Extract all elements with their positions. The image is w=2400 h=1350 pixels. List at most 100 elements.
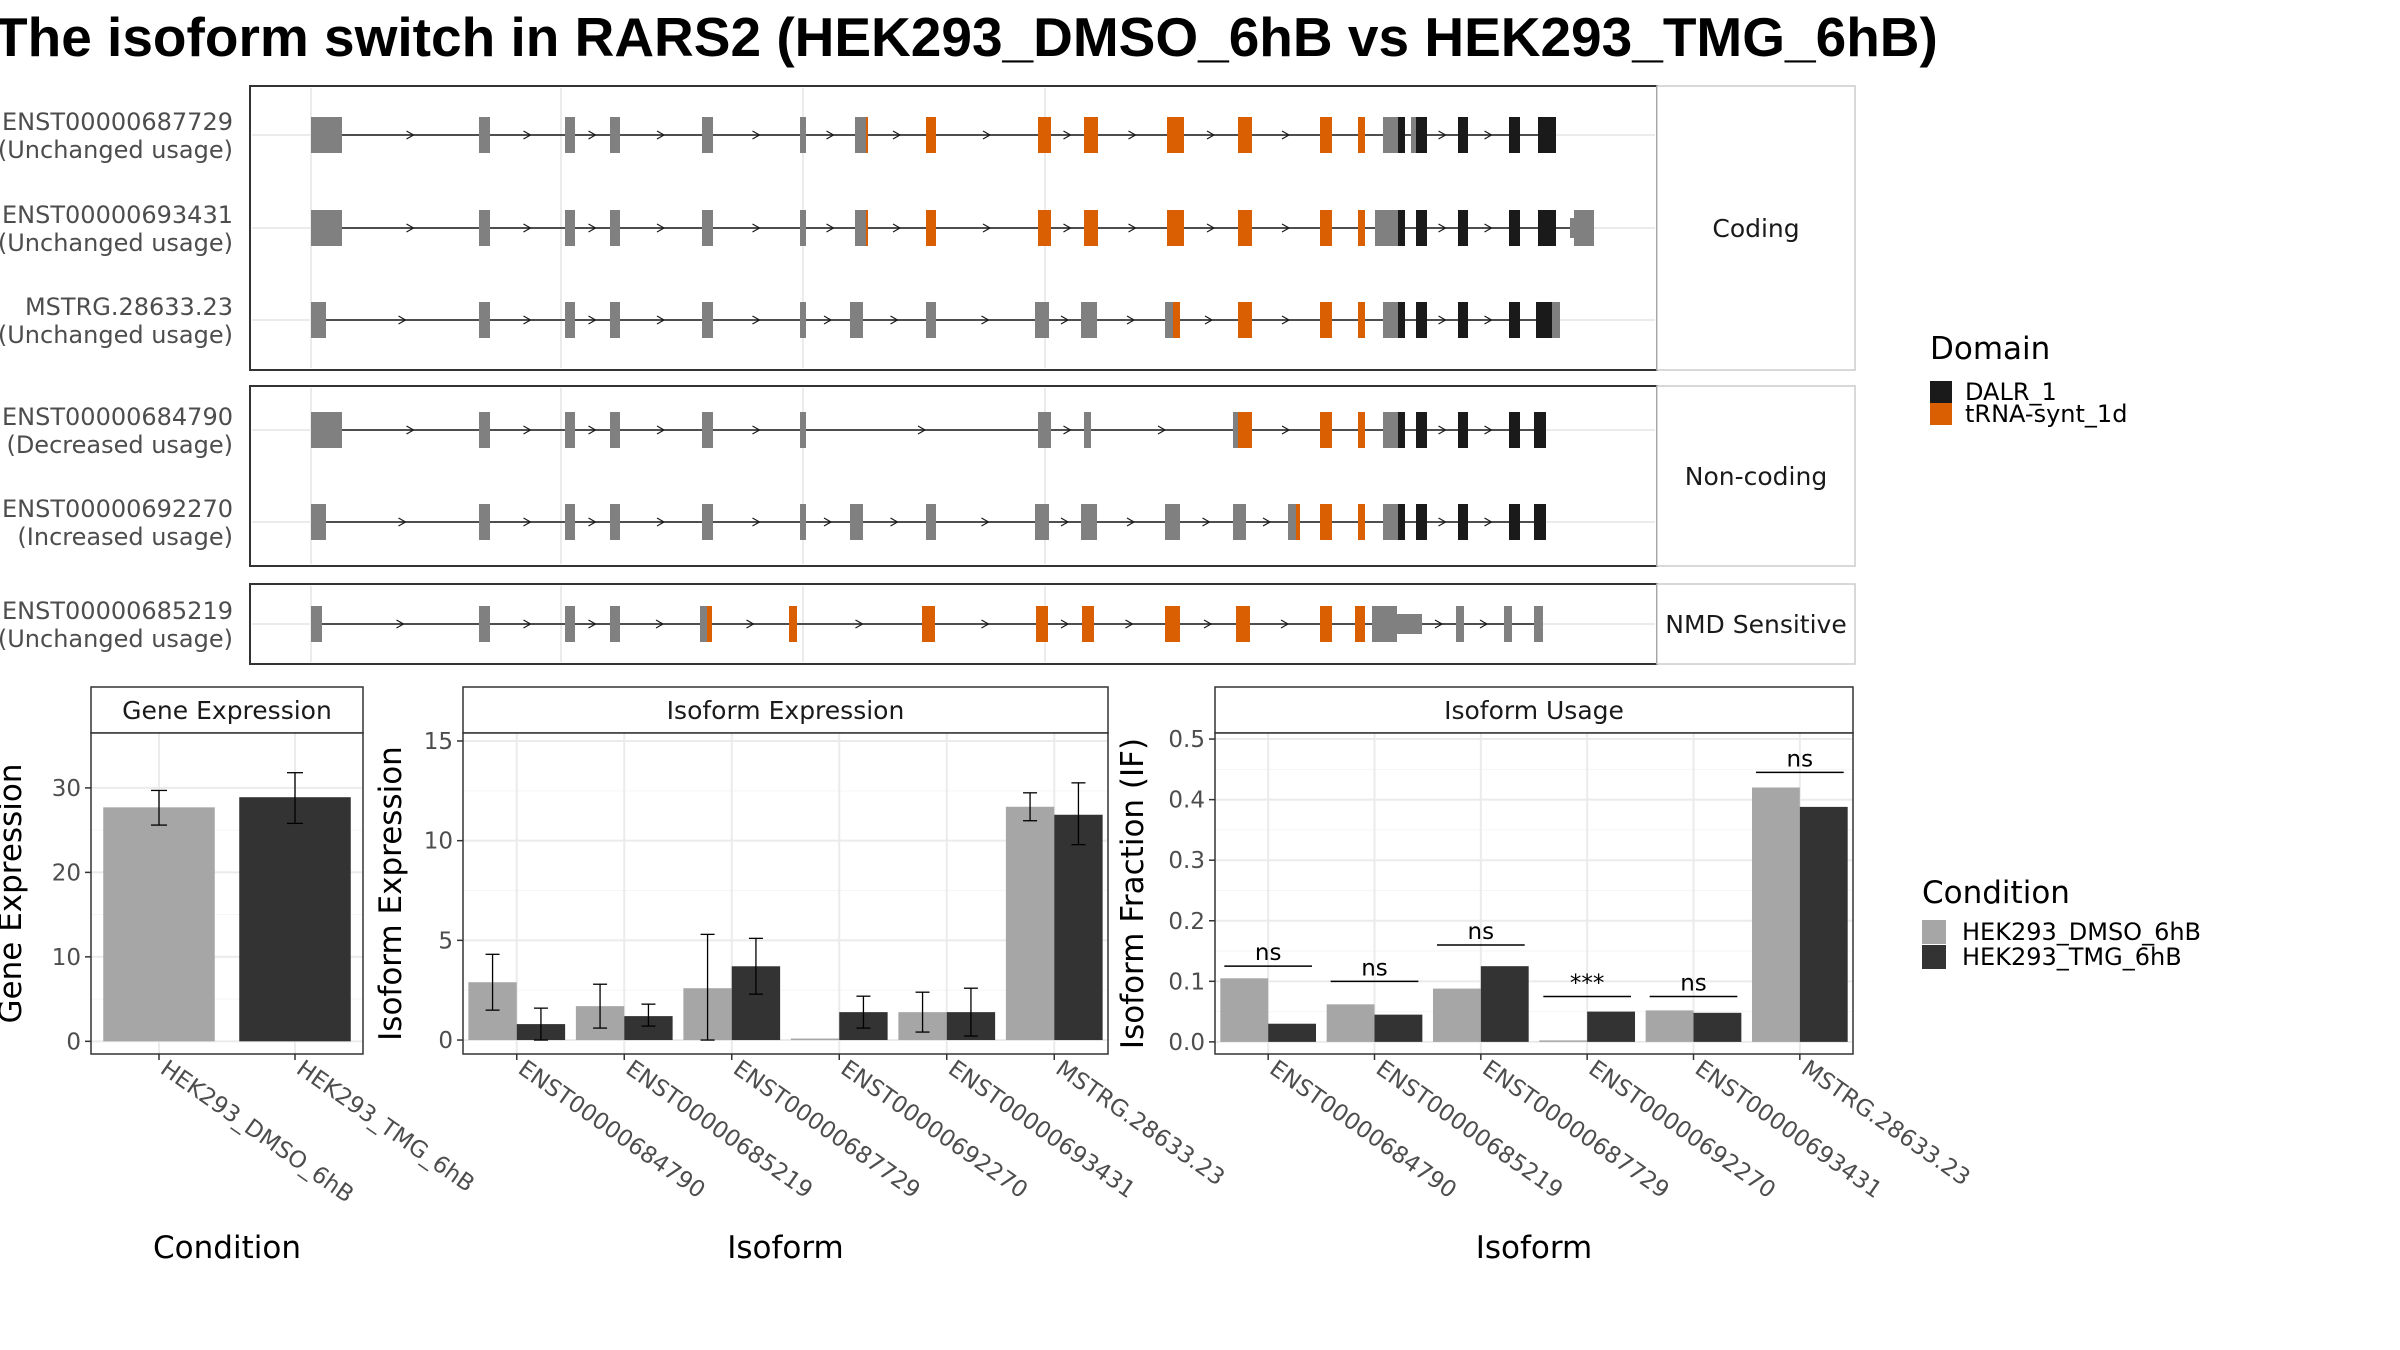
strand-arrow <box>1203 619 1213 629</box>
strand-arrow <box>823 517 833 527</box>
strand-arrow <box>1060 315 1070 325</box>
strand-arrow <box>890 517 899 527</box>
strand-arrow <box>746 619 755 629</box>
strand-arrow <box>1128 130 1137 140</box>
domain-trna-synt-1d <box>1320 412 1332 448</box>
strand-arrow <box>1438 517 1447 527</box>
exon-block <box>800 302 806 338</box>
domain-dalr-1 <box>1538 117 1556 153</box>
domain-trna-synt-1d <box>1358 412 1365 448</box>
bar <box>790 1038 840 1041</box>
domain-dalr-1 <box>1398 210 1405 246</box>
strand-arrow <box>398 315 407 325</box>
strand-arrow <box>1126 517 1136 527</box>
domain-trna-synt-1d <box>789 606 797 642</box>
strand-arrow <box>1281 425 1291 435</box>
exon-block <box>1375 210 1395 246</box>
domain-trna-synt-1d <box>1238 210 1252 246</box>
exon-block <box>850 504 863 540</box>
bar-panels: Gene Expression0102030HEK293_DMSO_6hBHEK… <box>0 686 1975 1266</box>
y-tick-label: 15 <box>424 729 453 755</box>
strand-arrow <box>406 130 415 140</box>
domain-dalr-1 <box>1458 302 1468 338</box>
exon-block <box>702 117 713 153</box>
exon-block <box>479 117 490 153</box>
facet-strip <box>1656 85 1856 371</box>
exon-block <box>610 117 620 153</box>
exon-block <box>1288 504 1296 540</box>
domain-trna-synt-1d <box>1038 117 1051 153</box>
panel-strip-title: Isoform Usage <box>1444 696 1624 725</box>
strand-arrow <box>588 315 597 325</box>
domain-dalr-1 <box>1534 504 1546 540</box>
strand-arrow <box>1060 517 1070 527</box>
domain-trna-synt-1d <box>1173 302 1180 338</box>
facet-strip-label: Coding <box>1712 214 1799 243</box>
strand-arrow <box>752 130 761 140</box>
exon-block <box>1534 606 1543 642</box>
transcript-id-label: ENST00000685219 <box>2 597 233 625</box>
y-axis-title: Isoform Expression <box>373 746 409 1041</box>
domain-trna-synt-1d <box>1084 117 1098 153</box>
strand-arrow <box>1204 315 1214 325</box>
x-tick-label: ENST00000687729 <box>728 1056 924 1204</box>
domain-trna-synt-1d <box>1236 606 1250 642</box>
domain-dalr-1 <box>1534 412 1546 448</box>
bar <box>1587 1011 1636 1042</box>
exon-block <box>702 210 713 246</box>
domain-trna-synt-1d <box>1296 504 1300 540</box>
x-tick-label: MSTRG.28633.23 <box>1051 1056 1229 1192</box>
domain-trna-synt-1d <box>1358 210 1365 246</box>
domain-dalr-1 <box>1509 504 1520 540</box>
domain-trna-synt-1d <box>1036 606 1048 642</box>
condition-legend-title: Condition <box>1922 875 2070 911</box>
exon-block <box>1504 606 1512 642</box>
x-tick-label: ENST00000692270 <box>836 1056 1032 1204</box>
domain-trna-synt-1d <box>1167 117 1184 153</box>
strand-arrow <box>1125 619 1134 629</box>
x-tick-label: MSTRG.28633.23 <box>1796 1056 1974 1192</box>
exon-block <box>311 302 326 338</box>
exon-block <box>800 210 806 246</box>
gene-structure-facet-1 <box>249 385 1658 567</box>
exon-block <box>1081 504 1097 540</box>
panel-border <box>1214 732 1854 1055</box>
strand-arrow <box>1202 517 1211 527</box>
transcript-usage-label: (Increased usage) <box>17 523 233 551</box>
exon-block <box>610 412 620 448</box>
y-tick-label: 10 <box>52 945 81 971</box>
strand-arrow <box>1281 315 1291 325</box>
y-tick-label: 0.0 <box>1168 1030 1205 1056</box>
condition-legend-label: HEK293_DMSO_6hB <box>1962 918 2201 946</box>
strand-arrow <box>855 619 864 629</box>
strand-arrow <box>1484 315 1493 325</box>
bar <box>1220 978 1269 1042</box>
bar <box>1432 988 1481 1042</box>
strand-arrow <box>1438 130 1447 140</box>
exon-block <box>1035 504 1049 540</box>
domain-trna-synt-1d <box>1165 606 1180 642</box>
strand-arrow <box>1484 425 1493 435</box>
transcript-usage-label: (Unchanged usage) <box>0 321 233 349</box>
domain-trna-synt-1d <box>922 606 935 642</box>
exon-block <box>610 302 620 338</box>
exon-block <box>800 504 806 540</box>
x-axis-title: Isoform <box>727 1230 844 1266</box>
y-tick-label: 0.5 <box>1168 727 1205 753</box>
strand-arrow <box>826 223 835 233</box>
exon-block <box>1397 614 1422 634</box>
strand-arrow <box>1206 130 1216 140</box>
domain-trna-synt-1d <box>1358 117 1365 153</box>
domain-trna-synt-1d <box>1320 210 1332 246</box>
domain-dalr-1 <box>1458 504 1468 540</box>
exon-block <box>479 302 490 338</box>
bar <box>1374 1014 1423 1042</box>
strand-arrow <box>981 315 990 325</box>
strand-arrow <box>892 130 902 140</box>
transcript-id-label: ENST00000687729 <box>2 108 233 136</box>
bar <box>1480 966 1529 1042</box>
exon-block <box>311 504 326 540</box>
x-axis-title: Isoform <box>1476 1230 1593 1266</box>
